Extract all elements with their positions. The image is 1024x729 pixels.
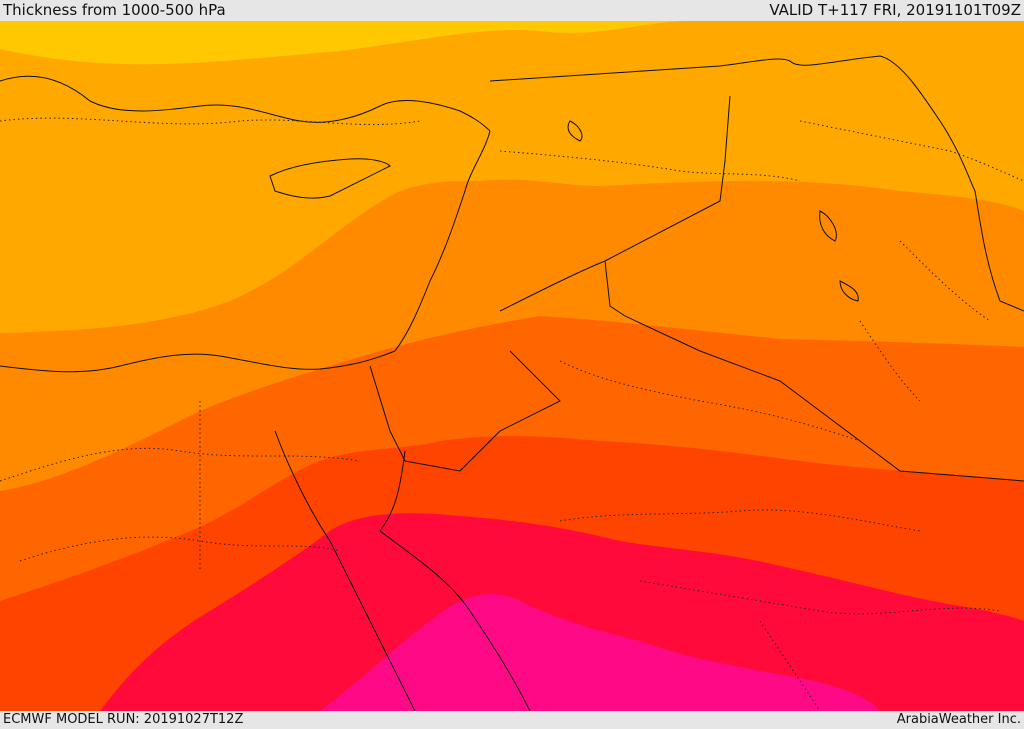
thickness-map (0, 21, 1024, 711)
band-7 (320, 593, 880, 711)
valid-time-label: VALID T+117 FRI, 20191101T09Z (769, 1, 1021, 19)
border-4 (489, 55, 976, 192)
lake-1 (819, 210, 837, 242)
red-sea-coast (274, 430, 416, 711)
credit-label: ArabiaWeather Inc. (896, 712, 1021, 727)
border-6 (974, 190, 1024, 312)
internal-borders (0, 117, 1024, 711)
coastlines-borders (0, 55, 1024, 711)
border-1 (499, 260, 1024, 482)
border-3 (369, 365, 406, 462)
footer-bar: ECMWF MODEL RUN: 20191027T12Z ArabiaWeat… (0, 711, 1024, 729)
coastline-north (0, 75, 491, 132)
cyprus-island (269, 158, 391, 199)
lake-3 (567, 120, 583, 142)
lake-2 (839, 280, 859, 302)
coastline-egypt (0, 350, 396, 373)
border-5 (604, 95, 731, 262)
header-bar: Thickness from 1000-500 hPa VALID T+117 … (0, 0, 1024, 21)
coastline-levant (394, 130, 491, 352)
model-run-label: ECMWF MODEL RUN: 20191027T12Z (3, 712, 244, 727)
band-6 (100, 513, 1024, 711)
map-title: Thickness from 1000-500 hPa (3, 1, 226, 19)
red-sea-coast-east (379, 450, 531, 711)
border-2 (404, 350, 561, 472)
thickness-bands (0, 21, 1024, 711)
